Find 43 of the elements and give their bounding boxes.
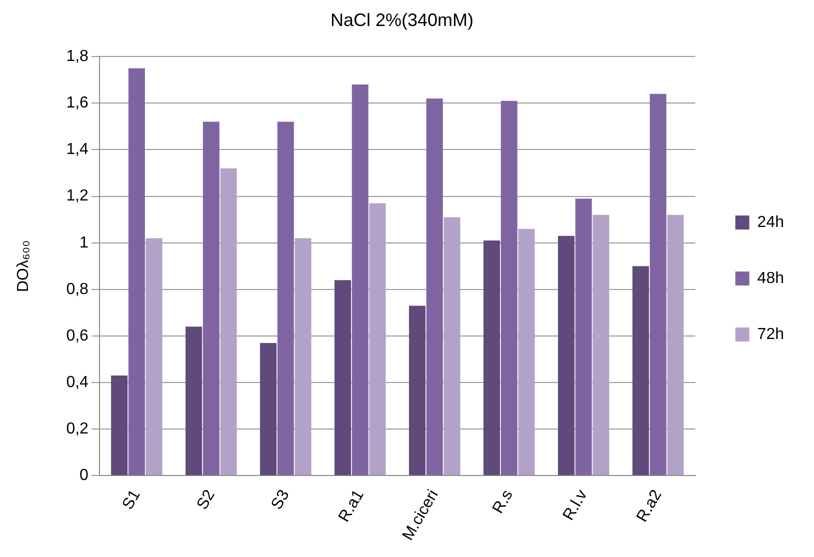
y-axis-title: DOλ₆₀₀ — [15, 240, 32, 292]
bar — [575, 198, 592, 476]
bar — [352, 84, 368, 476]
bar — [220, 168, 237, 476]
x-tick-label: S3 — [268, 487, 293, 513]
bar — [667, 214, 684, 476]
bar — [277, 122, 294, 476]
bar — [202, 122, 220, 476]
bar — [128, 68, 145, 476]
bar — [558, 236, 574, 476]
y-tick-label: 1,6 — [66, 94, 89, 112]
bar — [426, 98, 443, 476]
legend-label: 72h — [757, 326, 784, 343]
bar — [186, 326, 202, 476]
bar — [632, 266, 649, 476]
legend-label: 48h — [757, 270, 784, 287]
bar — [500, 100, 518, 476]
bar — [369, 203, 386, 476]
bar — [111, 376, 128, 476]
bar — [294, 238, 312, 476]
bar — [334, 280, 352, 476]
y-tick-label: 0,4 — [66, 374, 89, 391]
x-tick-label: S2 — [194, 487, 218, 513]
bar — [260, 342, 277, 476]
bar — [592, 214, 610, 476]
y-tick-label: 1 — [80, 234, 89, 252]
bar — [408, 306, 426, 476]
x-tick-label: S1 — [119, 487, 144, 513]
y-tick-label: 1,8 — [66, 48, 89, 66]
chart-title: NaCl 2%(340mM) — [330, 10, 474, 30]
bar — [483, 240, 500, 476]
x-tick-label: R.s — [490, 487, 516, 516]
bar — [518, 228, 535, 476]
bar — [444, 217, 460, 476]
y-tick-label: 0,6 — [66, 327, 89, 344]
y-tick-label: 0 — [80, 467, 89, 484]
legend-label: 24h — [757, 214, 784, 231]
y-tick-label: 0,2 — [66, 420, 89, 438]
bar — [146, 238, 162, 476]
y-tick-label: 0,8 — [66, 280, 89, 298]
bar — [650, 94, 666, 476]
y-tick-label: 1,2 — [66, 188, 89, 205]
y-tick-label: 1,4 — [66, 141, 89, 158]
